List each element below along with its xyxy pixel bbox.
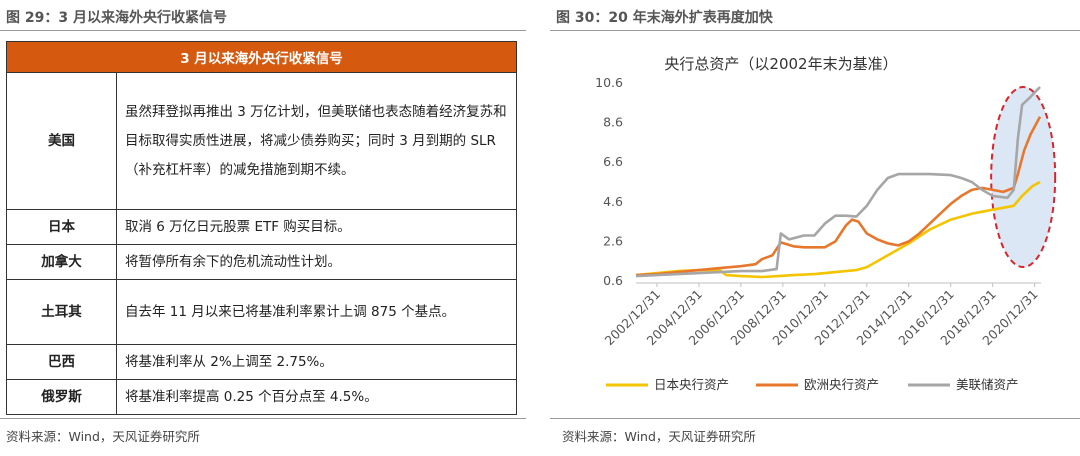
highlight-ellipse bbox=[990, 86, 1057, 269]
measure-cell: 将基准利率提高 0.25 个百分点至 4.5%。 bbox=[116, 379, 517, 415]
table-row: 加拿大 将暂停所有余下的危机流动性计划。 bbox=[6, 244, 517, 280]
measure-cell: 虽然拜登拟再推出 3 万亿计划，但美联储也表态随着经济复苏和目标取得实质性进展，… bbox=[116, 72, 517, 210]
legend-label-japan: 日本央行资产 bbox=[654, 377, 729, 392]
measure-cell: 取消 6 万亿日元股票 ETF 购买目标。 bbox=[116, 209, 517, 245]
left-source: 资料来源：Wind，天风证券研究所 bbox=[6, 429, 200, 444]
country-cell: 巴西 bbox=[6, 344, 117, 380]
measure-cell: 将暂停所有余下的危机流动性计划。 bbox=[116, 244, 517, 280]
right-figure-title: 图 30：20 年末海外扩表再度加快 bbox=[556, 10, 773, 26]
y-tick-label: 2.6 bbox=[603, 233, 623, 248]
table-row: 土耳其 自去年 11 月以来已将基准利率累计上调 875 个基点。 bbox=[6, 279, 517, 345]
right-source-rule bbox=[550, 418, 1080, 419]
series-line-ecb bbox=[635, 116, 1042, 277]
country-cell: 加拿大 bbox=[6, 244, 117, 280]
measure-cell: 自去年 11 月以来已将基准利率累计上调 875 个基点。 bbox=[116, 279, 517, 345]
right-title-rule bbox=[550, 30, 1080, 31]
country-cell: 俄罗斯 bbox=[6, 379, 117, 415]
signals-table: 3 月以来海外央行收紧信号 美国 虽然拜登拟再推出 3 万亿计划，但美联储也表态… bbox=[6, 41, 517, 415]
right-source: 资料来源：Wind，天风证券研究所 bbox=[562, 429, 756, 444]
country-cell: 日本 bbox=[6, 209, 117, 245]
table-header: 3 月以来海外央行收紧信号 bbox=[6, 41, 517, 73]
central-bank-assets-chart: 央行总资产（以2002年末为基准） 0.62.64.66.68.610.6 20… bbox=[595, 55, 1057, 392]
country-cell: 美国 bbox=[6, 72, 117, 210]
left-figure-title: 图 29：3 月以来海外央行收紧信号 bbox=[6, 10, 227, 26]
series-line-fed bbox=[635, 86, 1041, 278]
legend-label-ecb: 欧洲央行资产 bbox=[804, 377, 879, 392]
y-tick-label: 6.6 bbox=[603, 154, 623, 169]
series-line-japan bbox=[635, 180, 1041, 279]
y-tick-label: 4.6 bbox=[603, 194, 623, 209]
measure-cell: 将基准利率从 2%上调至 2.75%。 bbox=[116, 344, 517, 380]
table-row: 巴西 将基准利率从 2%上调至 2.75%。 bbox=[6, 344, 517, 380]
chart-title: 央行总资产（以2002年末为基准） bbox=[664, 55, 897, 73]
legend-label-fed: 美联储资产 bbox=[956, 377, 1019, 392]
table-row: 美国 虽然拜登拟再推出 3 万亿计划，但美联储也表态随着经济复苏和目标取得实质性… bbox=[6, 72, 517, 210]
table-row: 日本 取消 6 万亿日元股票 ETF 购买目标。 bbox=[6, 209, 517, 245]
y-tick-label: 10.6 bbox=[595, 75, 623, 90]
y-tick-label: 0.6 bbox=[603, 273, 623, 288]
left-source-rule bbox=[0, 418, 526, 419]
country-cell: 土耳其 bbox=[6, 279, 117, 345]
table-row: 俄罗斯 将基准利率提高 0.25 个百分点至 4.5%。 bbox=[6, 379, 517, 415]
left-title-rule bbox=[0, 30, 526, 31]
y-tick-label: 8.6 bbox=[603, 115, 623, 130]
